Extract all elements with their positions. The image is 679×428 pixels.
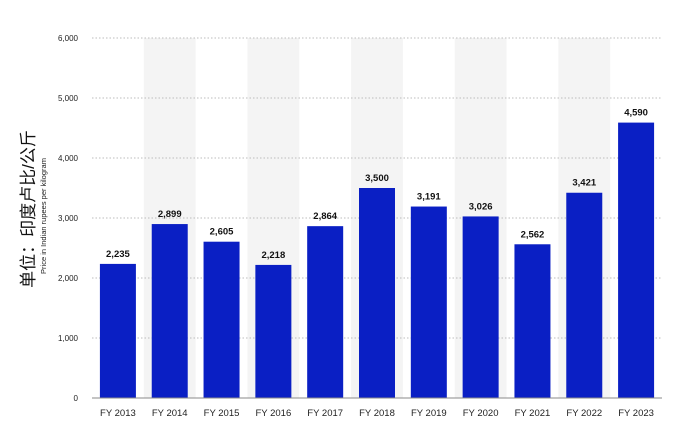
x-tick-label: FY 2017 <box>307 408 343 419</box>
bar <box>618 122 655 398</box>
data-label: 2,218 <box>261 250 285 261</box>
bar <box>566 192 603 398</box>
y-tick-label: 4,000 <box>58 154 79 163</box>
bar <box>255 264 292 398</box>
y-tick-label: 1,000 <box>58 334 79 343</box>
data-label: 2,899 <box>158 209 182 220</box>
bar <box>410 206 447 398</box>
bar <box>99 263 136 398</box>
x-tick-label: FY 2020 <box>463 408 499 419</box>
x-tick-label: FY 2013 <box>100 408 136 419</box>
bar <box>462 216 499 398</box>
x-tick-label: FY 2016 <box>255 408 291 419</box>
y-tick-label: 0 <box>74 394 79 403</box>
y-tick-label: 3,000 <box>58 214 79 223</box>
data-label: 2,235 <box>106 249 130 260</box>
bar <box>359 188 395 398</box>
bar <box>514 244 551 398</box>
y-tick-label: 2,000 <box>58 274 79 283</box>
y-tick-label: 6,000 <box>58 34 79 43</box>
x-tick-label: FY 2023 <box>618 408 654 419</box>
x-tick-label: FY 2014 <box>152 408 188 419</box>
data-label: 2,864 <box>313 211 337 222</box>
y-axis-label: 单位：印度卢比/公斤 <box>19 130 38 288</box>
x-tick-label: FY 2018 <box>359 408 395 419</box>
data-label: 2,605 <box>210 227 234 238</box>
x-tick-label: FY 2015 <box>204 408 240 419</box>
data-label: 3,026 <box>469 201 493 212</box>
y-axis-sublabel: Price in Indian rupees per kilogram <box>39 158 48 274</box>
data-label: 4,590 <box>624 108 648 119</box>
y-tick-label: 5,000 <box>58 94 79 103</box>
data-label: 3,421 <box>572 178 596 189</box>
data-label: 3,191 <box>417 192 441 203</box>
data-label: 3,500 <box>365 173 389 184</box>
x-tick-label: FY 2021 <box>515 408 551 419</box>
x-tick-label: FY 2022 <box>566 408 602 419</box>
bar <box>151 224 188 398</box>
bar <box>307 226 344 398</box>
data-label: 2,562 <box>521 229 545 240</box>
bar <box>203 241 240 398</box>
x-tick-label: FY 2019 <box>411 408 447 419</box>
